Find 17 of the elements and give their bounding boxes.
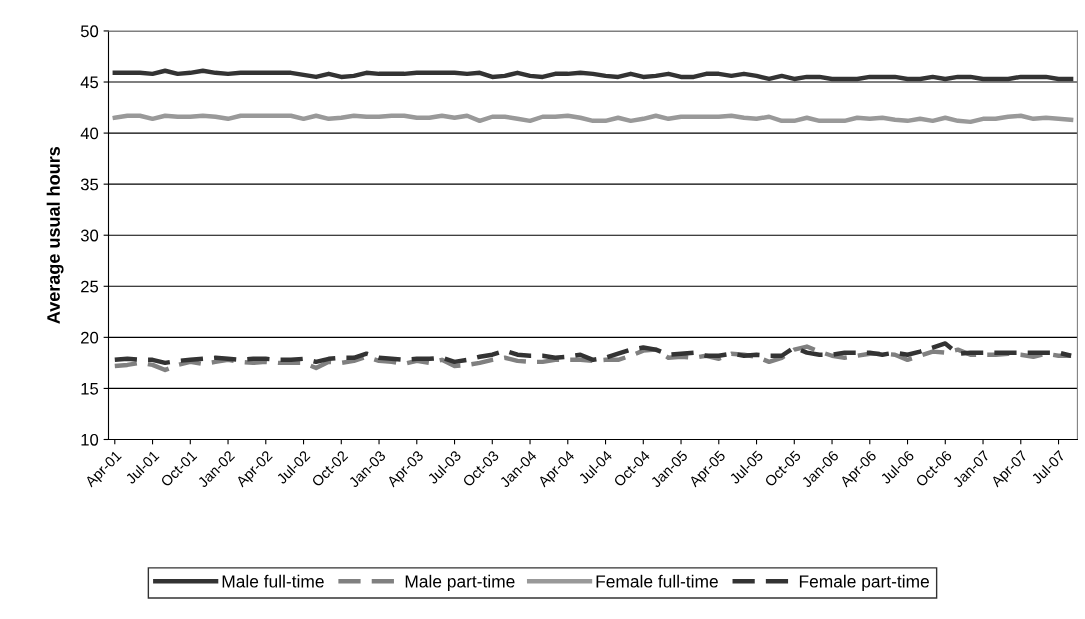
legend-label: Female full-time: [596, 574, 718, 588]
legend-label: Male full-time: [222, 574, 324, 588]
y-tick-label: 20: [81, 331, 99, 344]
line-series: [112, 341, 1074, 366]
legend-label: Female part-time: [799, 574, 929, 591]
y-axis-title: Average usual hours: [46, 146, 64, 324]
y-tick-label: 10: [81, 433, 99, 446]
line-series: [112, 113, 1074, 125]
line-series: [112, 68, 1074, 82]
y-tick-label: 25: [81, 280, 99, 293]
y-tick-label: 30: [80, 229, 99, 242]
y-tick-label: 35: [80, 178, 99, 191]
y-tick-label: 15: [81, 383, 99, 395]
y-tick-label: 45: [80, 76, 99, 89]
y-tick-label: 40: [80, 127, 99, 140]
y-tick-label: 50: [80, 25, 99, 38]
legend-label: Male part-time: [405, 574, 515, 591]
